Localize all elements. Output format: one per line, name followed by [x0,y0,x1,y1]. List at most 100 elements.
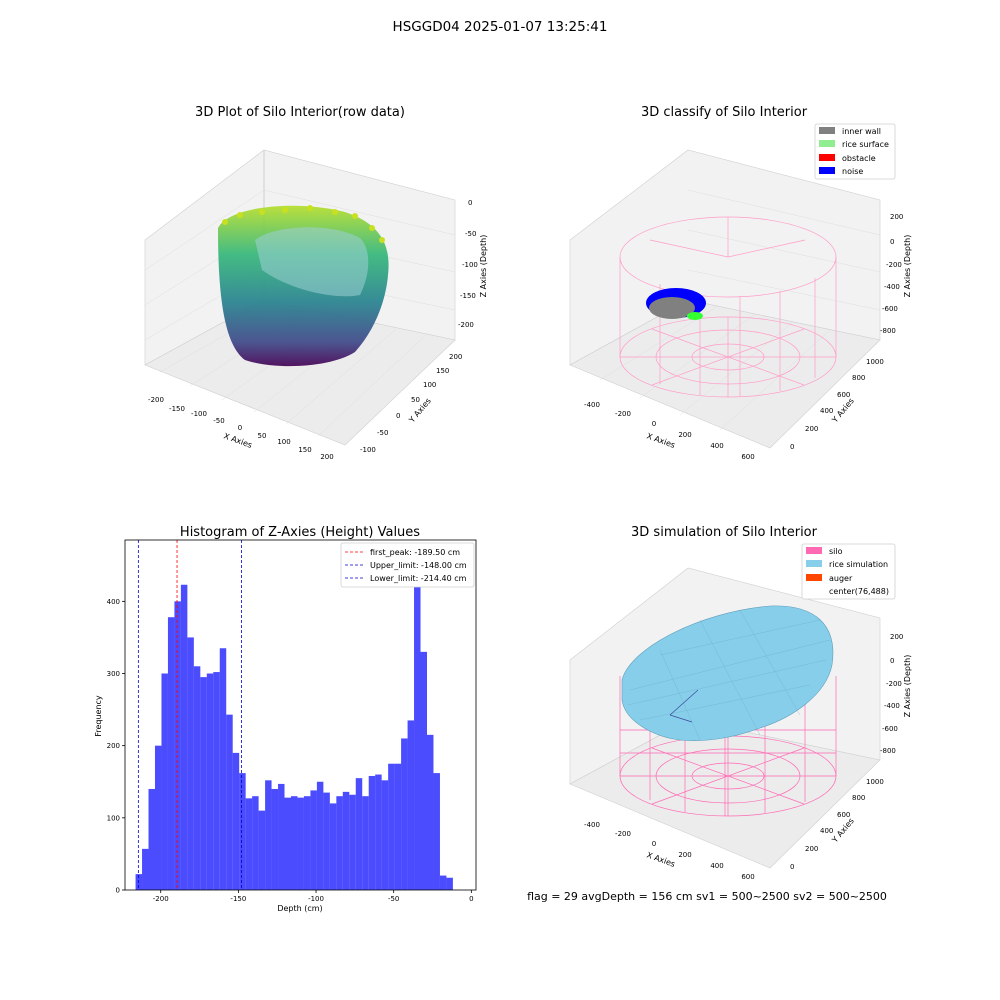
classify-ztick: -200 [886,261,902,269]
simulation-ytick: 0 [790,863,794,871]
legend-swatch-auger [806,574,822,581]
histogram-x-label: Depth (cm) [277,904,322,913]
histogram-bar [329,803,337,890]
histogram-bar [142,848,149,890]
histogram-bar [284,797,291,890]
histogram-y-tick-label: 400 [107,598,120,606]
status-footer: flag = 29 avgDepth = 156 cm sv1 = 500~25… [527,890,887,903]
simulation-ytick: 800 [852,794,865,802]
simulation-xtick: 0 [652,840,656,848]
raw-ytick: 150 [436,367,449,375]
classify-ytick: 800 [852,374,865,382]
raw-ytick: 0 [396,412,400,420]
classify-xtick: -200 [615,410,631,418]
panel-histogram: Histogram of Z-Axies (Height) Values -20… [94,525,477,913]
raw-ztick: -200 [458,321,474,329]
classify-y-label: Y Axies [830,396,856,425]
simulation-silo-wireframe [619,676,837,817]
histogram-bar [323,792,330,890]
classify-z-ticks: 200 0 -200 -400 -600 -800 [880,213,903,335]
legend-label-rice-simulation: rice simulation [829,560,888,569]
histogram-bar [368,775,376,890]
histogram-y-label: Frequency [94,695,103,737]
histogram-bar [439,875,447,890]
classify-ztick: -600 [882,305,898,313]
raw-ztick: -100 [462,261,478,269]
classify-ytick: 600 [837,391,850,399]
panel-simulation-3d: 3D simulation of Silo Interior silo [569,525,912,881]
simulation-x-ticks: -400 -200 0 200 400 600 [584,821,755,881]
classify-inner-wall-points [649,297,695,319]
classify-xtick: 0 [652,420,656,428]
legend-label-upper-limit: Upper_limit: -148.00 cm [370,561,467,570]
histogram-bar [232,752,240,890]
simulation-panel-title: 3D simulation of Silo Interior [631,525,818,540]
legend-swatch-noise [819,167,835,174]
simulation-ytick: 1000 [866,778,884,786]
classify-ytick: 400 [820,407,833,415]
raw-ytick: 50 [411,396,420,404]
histogram-bar [206,673,214,890]
histogram-bar [310,790,317,890]
raw-panel-title: 3D Plot of Silo Interior(row data) [195,105,405,120]
histogram-bar [290,796,298,890]
histogram-bar [219,648,227,890]
raw-xtick: -150 [169,405,185,413]
histogram-x-tick-label: -150 [230,895,246,903]
classify-xtick: 200 [678,431,691,439]
raw-z-label: Z Axies (Depth) [479,235,488,298]
raw-x-label: X Axies [222,431,253,450]
histogram-bar [316,781,324,890]
simulation-ytick: 600 [837,811,850,819]
raw-ztick: -50 [465,230,476,238]
histogram-bar [446,877,453,890]
classify-panel-title: 3D classify of Silo Interior [641,105,808,120]
histogram-bar [342,791,350,890]
simulation-ztick: -200 [886,680,902,688]
raw-ytick: 100 [423,381,436,389]
histogram-y-ticks: 0 100 200 300 400 [107,598,125,895]
raw-xtick: -200 [148,396,164,404]
histogram-bar [187,637,194,890]
raw-xtick: -100 [191,410,207,418]
histogram-x-tick-label: -200 [153,895,169,903]
simulation-z-ticks: 200 0 -200 -400 -600 -800 [880,633,903,755]
histogram-bar [375,774,382,890]
histogram-y-tick-label: 200 [107,742,120,750]
classify-ytick: 0 [790,443,794,451]
legend-swatch-rice-surface [819,140,835,147]
classify-y-ticks: 0 200 400 600 800 1000 [790,358,884,451]
histogram-bar [362,796,369,890]
histogram-bar [193,666,201,890]
classify-floor-pane [569,299,881,449]
histogram-bar [154,745,162,890]
simulation-ztick: 200 [890,633,903,641]
histogram-title: Histogram of Z-Axies (Height) Values [180,525,420,540]
raw-xtick: 0 [238,424,242,432]
classify-x-ticks: -400 -200 0 200 400 600 [584,401,755,461]
simulation-y-ticks: 0 200 400 600 800 1000 [790,778,884,871]
legend-label-silo: silo [829,547,843,556]
histogram-bar [200,677,207,890]
simulation-xtick: 400 [710,862,723,870]
histogram-bar [161,673,168,890]
simulation-ytick: 400 [820,827,833,835]
histogram-bar [148,788,155,890]
histogram-bar [258,810,266,890]
histogram-bar [239,773,246,890]
legend-swatch-silo [806,547,822,554]
panel-classify-3d: 3D classify of Silo Interior [569,105,912,461]
raw-ztick: 0 [468,199,472,207]
histogram-bar [167,617,175,890]
histogram-bar [414,586,421,890]
histogram-bar [245,798,253,890]
raw-top-points [222,205,385,243]
classify-gridlines [599,189,881,431]
raw-xtick: 200 [320,453,333,461]
classify-ztick: 200 [890,213,903,221]
figure-suptitle: HSGGD04 2025-01-07 13:25:41 [393,19,608,35]
raw-y-ticks: -100 -50 0 50 100 150 200 [360,353,462,454]
legend-swatch-inner-wall [819,127,835,134]
simulation-surface-mesh [627,609,831,741]
histogram-bar [349,794,356,890]
